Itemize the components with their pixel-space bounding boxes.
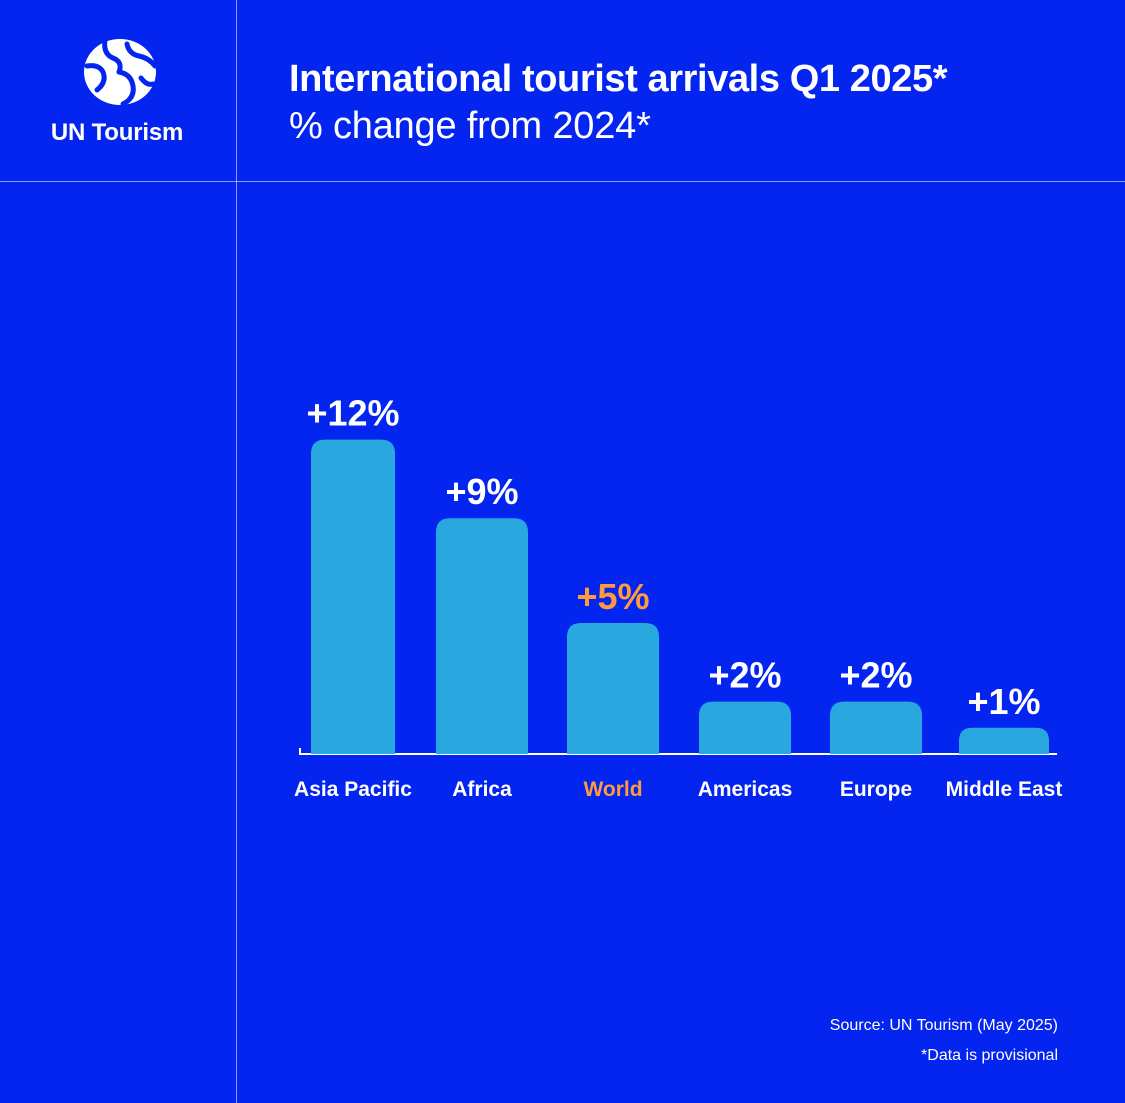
value-label: +12%: [306, 393, 399, 434]
value-label: +1%: [967, 681, 1040, 722]
chart-title: International tourist arrivals Q1 2025*: [289, 58, 948, 100]
bar-europe: [830, 701, 922, 754]
brand-logo: UN Tourism: [0, 0, 236, 181]
bar-middle-east: [959, 727, 1049, 754]
bar-americas: [699, 701, 791, 754]
vertical-divider: [236, 0, 237, 1103]
category-label: Asia Pacific: [294, 778, 412, 801]
value-label: +2%: [708, 655, 781, 696]
un-tourism-globe-icon: [84, 38, 157, 106]
category-label: Middle East: [946, 778, 1063, 801]
brand-name: UN Tourism: [50, 119, 184, 146]
value-label: +5%: [576, 576, 649, 617]
bar-world: [567, 623, 659, 754]
value-label: +2%: [839, 655, 912, 696]
horizontal-divider: [0, 181, 1125, 182]
category-label: Europe: [840, 778, 912, 801]
category-label: Africa: [452, 778, 512, 801]
category-label: World: [583, 778, 642, 801]
value-label: +9%: [445, 471, 518, 512]
source-note: Source: UN Tourism (May 2025): [829, 1017, 1058, 1034]
bar-asia-pacific: [311, 439, 395, 754]
provisional-note: *Data is provisional: [921, 1047, 1058, 1064]
category-label: Americas: [698, 778, 793, 801]
bar-africa: [436, 518, 528, 754]
chart-subtitle: % change from 2024*: [289, 105, 651, 147]
